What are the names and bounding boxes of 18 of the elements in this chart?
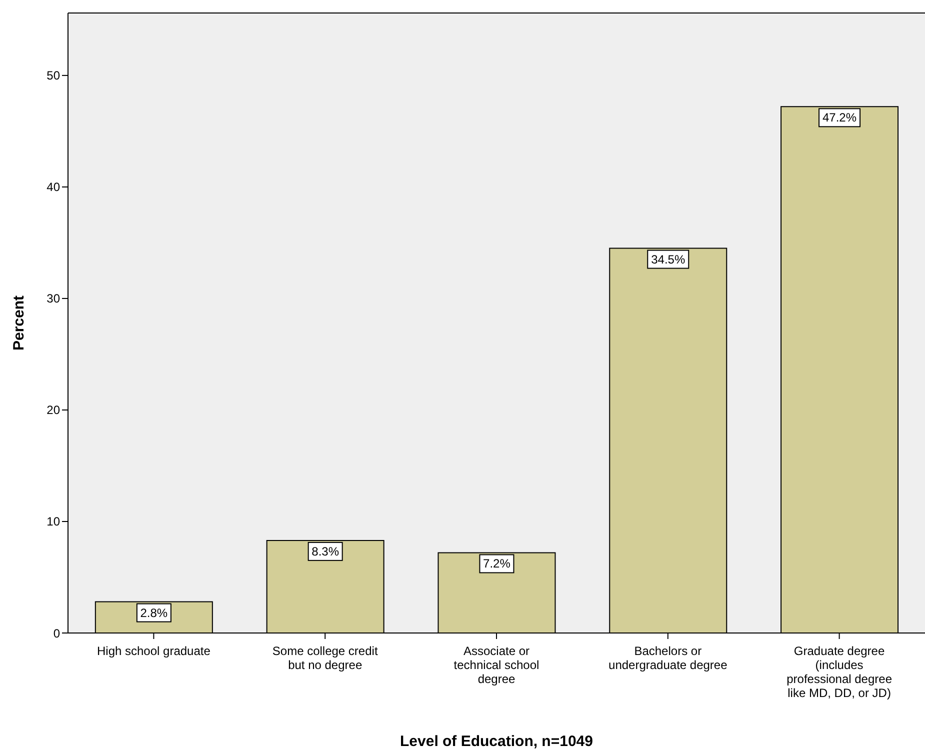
- data-label: 34.5%: [651, 252, 686, 266]
- x-tick-label: High school graduate: [96, 644, 211, 658]
- x-axis-title: Level of Education, n=1049: [400, 733, 593, 750]
- y-tick-label: 50: [46, 68, 60, 83]
- y-axis-title: Percent: [10, 295, 28, 351]
- data-label: 7.2%: [483, 556, 511, 571]
- x-tick-label: Graduate degree (includes professional degree like MD, DD, or JD): [786, 644, 892, 700]
- y-tick-label: 40: [46, 180, 60, 194]
- data-label: 2.8%: [140, 606, 168, 620]
- data-label: 47.2%: [822, 110, 857, 125]
- x-tick-label: Associate or technical school degree: [454, 644, 540, 686]
- y-tick-label: 30: [46, 292, 60, 306]
- y-tick-label: 20: [46, 403, 60, 418]
- y-tick-label: 0: [53, 626, 60, 640]
- data-label: 8.3%: [312, 544, 340, 558]
- y-tick-label: 10: [46, 514, 60, 529]
- x-tick-label: Bachelors or undergraduate degree: [608, 644, 728, 672]
- x-tick-label: Some college credit but no degree: [272, 644, 378, 672]
